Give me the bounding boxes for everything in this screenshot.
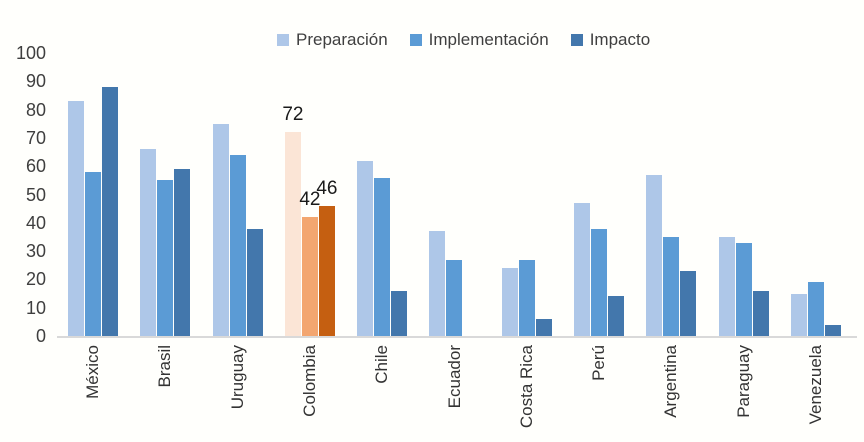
x-axis-line (57, 336, 857, 338)
bar-implementación-brasil (157, 180, 174, 336)
y-tick-label: 70 (25, 127, 46, 148)
x-axis-label-méxico: México (83, 345, 103, 399)
bar-implementación-perú (590, 228, 607, 336)
bar-group-paraguay (707, 53, 779, 336)
bar-impacto-brasil (174, 169, 191, 336)
x-axis-label-brasil: Brasil (155, 345, 175, 388)
legend-item: Implementación (409, 30, 549, 50)
bar-group-uruguay (202, 53, 274, 336)
bar-impacto-argentina (680, 270, 697, 336)
legend-swatch-icon (409, 34, 422, 46)
bar-value-label: 72 (282, 104, 304, 126)
bar-preparación-perú (573, 203, 590, 336)
bar-preparación-méxico (68, 101, 85, 336)
bar-implementación-paraguay (735, 242, 752, 336)
x-axis-label-venezuela: Venezuela (805, 345, 825, 425)
legend-label: Implementación (428, 30, 549, 49)
bar-group-méxico (57, 53, 129, 336)
bar-group-chile (346, 53, 418, 336)
legend-label: Impacto (589, 30, 651, 49)
legend-label: Preparación (296, 30, 388, 49)
bar-value-label: 46 (316, 177, 338, 199)
bar-implementación-méxico (85, 171, 102, 336)
bar-impacto-perú (607, 296, 624, 336)
x-axis-label-argentina: Argentina (661, 345, 681, 418)
y-tick-label: 30 (25, 241, 46, 262)
y-tick-label: 60 (25, 156, 46, 177)
bar-implementación-chile (374, 177, 391, 336)
bar-impacto-chile (391, 290, 408, 336)
bar-group-perú (563, 53, 635, 336)
bar-impacto-paraguay (752, 290, 769, 336)
y-tick-label: 10 (25, 297, 46, 318)
bar-preparación-paraguay (718, 237, 735, 336)
bar-preparación-ecuador (429, 231, 446, 336)
x-axis-label-paraguay: Paraguay (733, 345, 753, 418)
x-axis-label-uruguay: Uruguay (227, 345, 247, 410)
bar-group-ecuador (418, 53, 490, 336)
bar-implementación-uruguay (229, 154, 246, 336)
bar-implementación-ecuador (446, 259, 463, 336)
legend-item: Preparación (277, 30, 388, 50)
y-tick-label: 40 (25, 212, 46, 233)
bar-impacto-méxico (102, 87, 119, 336)
bar-group-colombia: 72 42 46 (274, 53, 346, 336)
bar-preparación-uruguay (212, 123, 229, 336)
bar-preparación-argentina (646, 174, 663, 336)
x-axis-label-chile: Chile (372, 345, 392, 384)
y-tick-label: 80 (25, 99, 46, 120)
legend-item: Impacto (570, 30, 651, 50)
y-tick-label: 100 (15, 43, 46, 63)
x-axis-label-ecuador: Ecuador (444, 345, 464, 409)
y-tick-label: 0 (35, 326, 46, 346)
bar-impacto-costa-rica (535, 319, 552, 336)
y-tick-label: 50 (25, 184, 46, 205)
bar-impacto-venezuela (824, 324, 841, 336)
bar-preparación-chile (357, 160, 374, 336)
legend: Preparación Implementación Impacto (277, 30, 650, 50)
x-axis-label-costa-rica: Costa Rica (516, 345, 536, 429)
bar-group-venezuela (780, 53, 852, 336)
y-tick-label: 20 (25, 269, 46, 290)
x-axis-label-perú: Perú (589, 345, 609, 381)
bar-implementación-costa-rica (518, 259, 535, 336)
bar-group-argentina (635, 53, 707, 336)
bar-impacto-colombia: 46 (316, 178, 337, 336)
bar-preparación-costa-rica (501, 268, 518, 336)
bar-value-label: 42 (299, 189, 321, 211)
bar-implementación-argentina (663, 237, 680, 336)
bar-implementación-colombia: 42 (299, 189, 320, 336)
bar-group-costa-rica (491, 53, 563, 336)
bar-group-brasil (129, 53, 201, 336)
plot-area: 72 42 46 (57, 53, 852, 336)
bar-preparación-colombia: 72 (282, 104, 303, 336)
bar-implementación-venezuela (807, 282, 824, 336)
legend-swatch-icon (570, 34, 583, 46)
x-axis-label-colombia: Colombia (299, 345, 319, 417)
bar-impacto-uruguay (246, 228, 263, 336)
legend-swatch-icon (277, 34, 289, 46)
bar-preparación-brasil (140, 149, 157, 336)
bar-preparación-venezuela (790, 293, 807, 336)
y-tick-label: 90 (25, 71, 46, 92)
